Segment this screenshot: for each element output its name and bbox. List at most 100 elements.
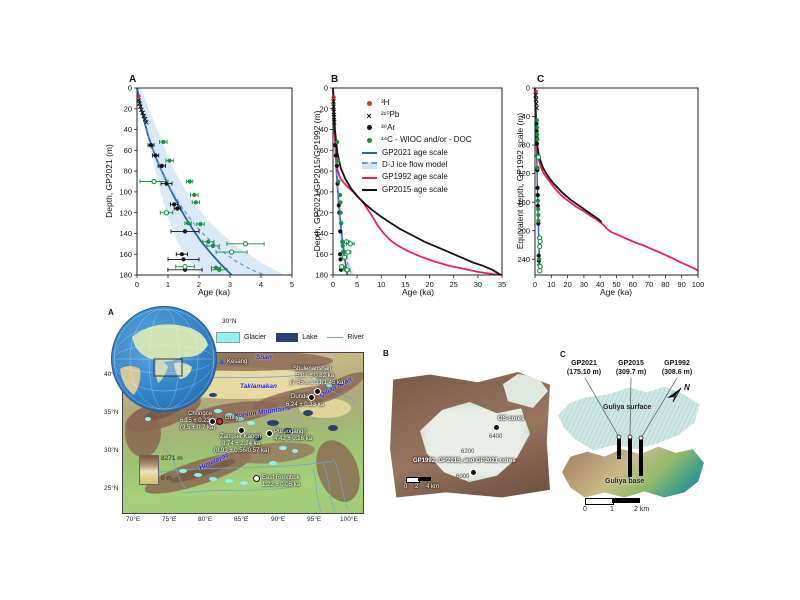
ar39-marker-icon (367, 125, 372, 131)
chart-b-canvas: 0 5 10 15 20 25 30 35 0 20 40 60 80 100 120 140 160 180 (315, 84, 506, 289)
guliya-base-label: Guliya base (605, 478, 645, 485)
map-b-icecap-north (503, 374, 548, 408)
dunde-site-marker-icon (308, 394, 315, 401)
chongce-age2-label: (9.5 ± 0.7 ka) (180, 425, 216, 431)
puruogangri-age-label: 4.42 ± 0.16 ka (274, 436, 312, 442)
svg-text:20: 20 (124, 104, 132, 113)
map-b-terrain (390, 372, 550, 498)
svg-text:2: 2 (197, 280, 201, 289)
svg-text:200: 200 (517, 226, 530, 235)
puruogangri-site-label: Puruogangri (274, 429, 307, 435)
chart-c-canvas: 0 10 20 30 40 50 60 70 80 90 100 0 40 80 120 160 200 240 (517, 84, 704, 289)
lon-label-100e: 100°E (340, 516, 358, 523)
lake-legend-label: Lake (302, 334, 318, 341)
north-label: N (684, 383, 690, 392)
svg-text:100: 100 (315, 188, 328, 197)
svg-text:40: 40 (124, 125, 132, 134)
guliya-base-terrain (562, 446, 704, 498)
legend-label: GP2021 age scale (382, 147, 448, 157)
chongce-site-marker-icon (209, 418, 216, 425)
shulenanshan-site-label: Shulenanshan (293, 366, 332, 372)
legend-item-gp2021-line: GP2021 age scale (362, 147, 472, 159)
shulenanshan-site-marker-icon (314, 388, 321, 395)
zangser-age-label: 8.74 ± 2.24 ka (222, 441, 260, 447)
svg-text:5: 5 (355, 280, 359, 289)
kesang-site-marker-icon (219, 359, 225, 364)
zangser-site-label: Zangser Kangri (220, 434, 262, 440)
gp1992-core-depth: (308.6 m) (661, 369, 693, 376)
chart-b-ylabel: Depth, GP2021/GP2015/GP1992 (m) (312, 110, 322, 252)
svg-text:60: 60 (629, 280, 637, 289)
svg-text:50: 50 (612, 280, 620, 289)
tritium-marker-icon (367, 100, 372, 106)
gp-cores-label: GP1992, GP2015, and GP2021 cores (413, 458, 516, 464)
map-b-scale-2: 2 (415, 484, 419, 490)
svg-text:40: 40 (596, 280, 604, 289)
range-label-tianshan: Shan (256, 354, 272, 361)
svg-text:240: 240 (517, 255, 530, 264)
svg-text:80: 80 (522, 141, 530, 150)
svg-text:160: 160 (315, 250, 328, 259)
legend-label: D-J ice flow model (382, 159, 448, 169)
lon-label-75e: 75°E (162, 516, 177, 523)
legend-label: GP1992 age scale (382, 172, 448, 182)
contour-6200-label: 6200 (461, 449, 475, 455)
chart-a-xlabel: Age (ka) (197, 287, 231, 297)
svg-text:0: 0 (128, 84, 132, 93)
chart-a-ylabel: Depth, GP2021 (m) (104, 144, 114, 218)
svg-text:0: 0 (331, 280, 335, 289)
rongbuk-age-label: 1.22 ± 0.05 ka (262, 482, 300, 488)
gs-cores-label: GS cores (498, 416, 525, 422)
gp2021-core-depth: (175.10 m) (566, 369, 602, 376)
lat-label-35n: 35°N (104, 409, 119, 416)
svg-text:20: 20 (320, 104, 328, 113)
kesang-site-label: Kesang (227, 359, 248, 365)
svg-text:180: 180 (119, 271, 132, 280)
svg-text:60: 60 (124, 146, 132, 155)
gp2015-line-icon (362, 188, 377, 191)
elevation-max-label: 8271 m (161, 455, 183, 462)
map-c-letter: C (560, 350, 566, 359)
svg-text:20: 20 (563, 280, 571, 289)
svg-text:1: 1 (166, 280, 170, 289)
chart-a-letter: A (129, 74, 137, 85)
gp1992-core-name: GP1992 (664, 360, 690, 367)
map-b-scalebar-black (418, 477, 431, 481)
svg-text:15: 15 (401, 280, 409, 289)
glacier-swatch-icon (216, 332, 240, 343)
contour-6000-label: 6000 (456, 474, 470, 480)
chart-c-ylabel: Equivalent depth, GP1992 scale (m) (515, 112, 525, 250)
shulenanshan-age2-label: (7.45 ± 1.31/1.45 ka) (290, 380, 346, 386)
legend-item-c14: ¹⁴C - WIOC and/or - DOC (362, 134, 472, 146)
zangser-age2-label: (8.93 ± 0.56/0.57 ka) (214, 448, 270, 454)
map-c-scalebar-white (585, 498, 614, 505)
chart-legend: ³H × ²¹⁰Pb ³⁹Ar ¹⁴C - WIOC and/or - DOC … (362, 97, 472, 196)
map-b-scale-4km: 4 km (426, 484, 440, 490)
lon-label-90e: 90°E (271, 516, 286, 523)
chart-c-xlabel: Age (ka) (599, 287, 633, 297)
svg-text:180: 180 (315, 271, 328, 280)
svg-text:80: 80 (124, 167, 132, 176)
elevation-min-label: 0 m (161, 475, 172, 482)
svg-text:80: 80 (661, 280, 669, 289)
svg-text:10: 10 (547, 280, 555, 289)
legend-item-tritium: ³H (362, 97, 472, 109)
chongce-age-label: 6.15 ± 0.23 ka (180, 418, 218, 424)
gp2021-line-icon (362, 151, 377, 154)
map-c-scale-2km: 2 km (634, 506, 650, 513)
svg-text:0: 0 (324, 84, 328, 93)
svg-text:70: 70 (645, 280, 653, 289)
svg-text:0: 0 (533, 280, 537, 289)
gp2015-core-name: GP2015 (618, 360, 644, 367)
globe-lat-label: 30°N (222, 318, 237, 325)
gp2021-core-label: GP2021 (175.10 m) (562, 359, 606, 377)
svg-text:40: 40 (320, 125, 328, 134)
chart-a-canvas: 0 1 2 3 4 5 0 20 40 60 80 100 120 140 160 180 (119, 84, 294, 289)
shulenanshan-age-label: 5.02 ± 0.82 ka (296, 373, 334, 379)
legend-label: ²¹⁰Pb (381, 110, 400, 120)
svg-text:30: 30 (580, 280, 588, 289)
svg-text:120: 120 (119, 208, 132, 217)
svg-text:25: 25 (450, 280, 458, 289)
legend-item-ar39: ³⁹Ar (362, 122, 472, 134)
